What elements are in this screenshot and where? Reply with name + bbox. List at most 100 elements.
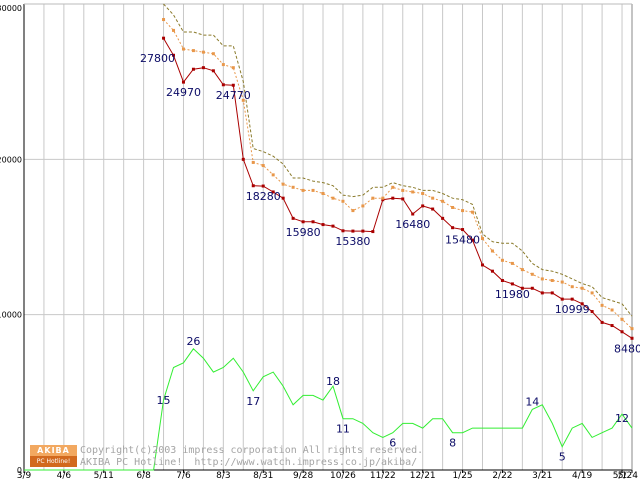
x-tick-label: 6/8 (136, 471, 151, 480)
data-point-min-price (401, 197, 405, 201)
data-point-avg-price (191, 49, 195, 53)
data-point-avg-price (172, 28, 176, 32)
data-point-avg-price (630, 327, 634, 331)
data-label: 12 (615, 412, 629, 425)
data-point-min-price (550, 291, 554, 295)
data-point-avg-price (211, 52, 215, 56)
data-point-min-price (580, 302, 584, 306)
x-tick-label: 7/6 (176, 471, 191, 480)
x-tick-label: 9/28 (293, 471, 313, 480)
data-point-avg-price (351, 209, 355, 213)
data-point-avg-price (251, 160, 255, 164)
x-tick-label: 4/19 (572, 471, 592, 480)
data-point-avg-price (221, 63, 225, 67)
data-label: 11 (336, 423, 350, 436)
data-point-avg-price (570, 285, 574, 289)
data-point-min-price (510, 282, 514, 286)
x-tick-label: 2/22 (492, 471, 512, 480)
data-point-min-price (560, 297, 564, 301)
akiba-logo: AKIBA PC Hotline! (30, 445, 77, 467)
data-point-avg-price (480, 237, 484, 241)
data-point-min-price (451, 226, 455, 230)
data-point-min-price (500, 278, 504, 282)
data-point-min-price (191, 67, 195, 71)
data-label: 10999 (555, 303, 590, 316)
x-tick-label: 5/11 (94, 471, 114, 480)
data-point-min-price (211, 69, 215, 73)
data-point-min-price (221, 83, 225, 87)
y-tick-label: 10000 (0, 311, 22, 320)
data-point-min-price (281, 196, 285, 200)
data-point-avg-price (441, 199, 445, 203)
data-point-min-price (480, 263, 484, 267)
data-labels: 27800 24970 24770 18280 15980 15380 16480 15480… (140, 52, 640, 464)
data-point-avg-price (620, 317, 624, 321)
data-point-min-price (441, 216, 445, 220)
data-point-avg-price (231, 66, 235, 70)
data-point-avg-price (371, 196, 375, 200)
data-point-min-price (371, 230, 375, 234)
data-point-avg-price (301, 188, 305, 192)
data-label: 11980 (495, 288, 530, 301)
data-point-min-price (251, 184, 255, 188)
data-point-avg-price (560, 280, 564, 284)
x-tick-label: 1/25 (452, 471, 472, 480)
data-point-min-price (331, 224, 335, 228)
x-tick-labels: 3/9 4/6 5/11 6/8 7/6 8/3 8/31 9/28 10/26 11/22 12/… (17, 470, 638, 480)
data-label: 17 (246, 395, 260, 408)
data-point-min-price (301, 220, 305, 224)
x-tick-label: 5/24 (618, 471, 638, 480)
data-point-avg-price (162, 18, 166, 22)
y-tick-label: 0 (17, 466, 22, 475)
data-point-min-price (291, 216, 295, 220)
data-point-avg-price (391, 185, 395, 189)
data-label: 18 (326, 375, 340, 388)
data-point-avg-price (311, 188, 315, 192)
data-point-min-price (520, 286, 524, 290)
data-label: 27800 (140, 52, 175, 65)
data-point-avg-price (321, 192, 325, 196)
x-tick-label: 8/3 (216, 471, 230, 480)
data-label: 8 (449, 437, 456, 450)
data-label: 5 (559, 451, 566, 464)
data-point-min-price (590, 310, 594, 314)
logo-line-1: AKIBA (30, 445, 77, 456)
x-tick-label: 3/21 (532, 471, 552, 480)
data-label: 6 (389, 437, 396, 450)
data-point-avg-price (241, 98, 245, 102)
copyright-line-2: AKIBA PC Hotline! http://www.watch.impre… (80, 457, 418, 468)
axes (23, 3, 633, 471)
series-line-shop-count (24, 348, 633, 471)
data-point-min-price (391, 196, 395, 200)
data-label: 15 (157, 394, 171, 407)
data-point-min-price (261, 184, 265, 188)
data-label: 14 (525, 395, 539, 408)
data-point-min-price (381, 198, 385, 202)
data-point-avg-price (361, 204, 365, 208)
y-tick-labels: 0 10000 20000 30000 (0, 4, 22, 475)
x-tick-label: 12/21 (410, 471, 436, 480)
data-point-min-price (231, 83, 235, 87)
data-point-avg-price (451, 205, 455, 209)
series-line-avg-price (163, 19, 633, 329)
y-tick-label: 20000 (0, 155, 22, 164)
data-point-min-price (172, 53, 176, 57)
copyright-notice: Copyright(c)2003 impress corporation All… (80, 445, 423, 469)
data-point-min-price (421, 204, 425, 208)
data-point-min-price (610, 324, 614, 328)
data-point-min-price (530, 286, 534, 290)
data-point-min-price (461, 228, 465, 232)
data-point-min-price (630, 336, 634, 340)
data-point-avg-price (500, 258, 504, 262)
data-point-min-price (271, 190, 275, 194)
data-point-avg-price (550, 278, 554, 282)
data-point-avg-price (540, 277, 544, 281)
series (24, 3, 634, 471)
data-label: 16480 (395, 218, 430, 231)
x-tick-label: 5/1 (613, 471, 627, 480)
copyright-line-1: Copyright(c)2003 impress corporation All… (80, 445, 424, 456)
data-label: 18280 (246, 190, 281, 203)
data-point-avg-price (261, 164, 265, 168)
data-point-avg-price (610, 308, 614, 312)
